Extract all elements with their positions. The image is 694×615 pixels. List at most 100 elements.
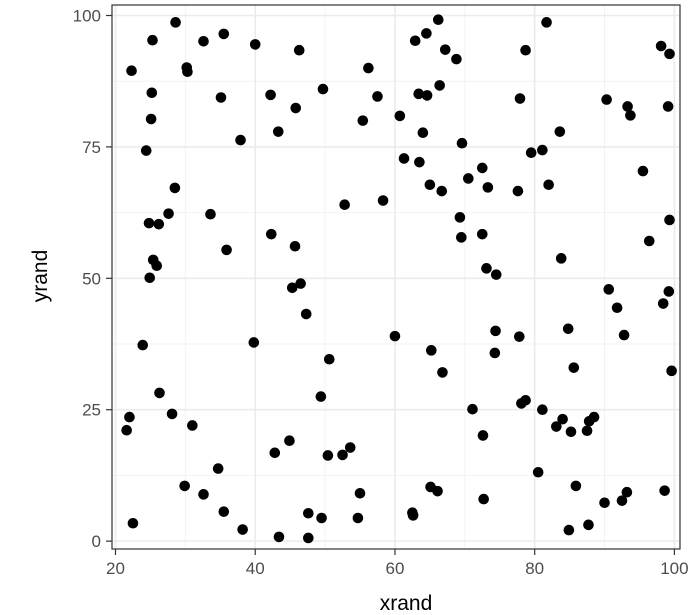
data-point [565,426,577,438]
data-point [137,339,149,351]
data-point [407,510,419,521]
data-point [525,147,537,158]
data-point [146,87,158,99]
data-point [124,411,135,423]
data-point [666,365,677,377]
x-tick-label: 60 [385,559,404,578]
y-tick-label: 25 [82,401,101,420]
data-point [476,162,488,174]
data-point [389,330,401,342]
data-point [663,286,675,297]
y-tick-label: 75 [82,138,101,157]
x-tick-label: 40 [246,559,265,578]
data-point [451,53,462,65]
data-point [664,48,675,60]
data-point [218,506,230,517]
data-point [363,62,374,74]
data-point [643,235,655,247]
panel-background [112,5,680,549]
grid-lines [112,5,680,549]
data-point [456,232,467,243]
y-tick-label: 100 [73,7,101,26]
data-point [126,65,137,77]
data-point [248,337,260,348]
data-point [664,214,675,226]
data-point [339,199,350,211]
x-tick-label: 20 [106,559,125,578]
data-point [476,228,488,240]
data-point [421,28,432,39]
data-point [290,102,302,114]
data-point [151,260,163,271]
data-point [205,208,216,220]
data-point [439,44,451,55]
data-point [463,173,474,184]
data-point [512,185,524,197]
data-point [532,466,544,478]
data-point [562,323,574,335]
data-point [583,519,594,531]
data-point [481,263,492,274]
data-point [437,367,448,378]
data-point [357,115,369,126]
data-point [432,14,444,26]
data-point [169,182,181,194]
x-tick-label: 100 [660,559,688,578]
data-point [293,44,305,56]
data-point [143,217,155,229]
data-point [514,331,525,342]
data-point [284,435,295,447]
data-point [265,228,277,240]
data-point [187,420,198,431]
data-point [163,208,174,219]
panel-border [111,4,681,550]
data-point [417,127,429,139]
data-point [454,212,466,223]
data-point [221,244,232,256]
data-point [570,480,582,492]
data-point [537,144,548,156]
x-axis-title: xrand [380,592,433,615]
data-point [568,362,580,373]
data-point [622,101,633,112]
data-point [588,411,600,423]
data-point [603,284,615,295]
data-point [323,353,335,365]
data-point [478,493,489,505]
data-point [625,110,636,121]
y-tick-label: 50 [82,269,101,288]
data-point [127,517,139,529]
data-point [467,403,478,415]
data-point [166,408,178,420]
data-point [303,532,314,544]
data-point [434,80,445,91]
data-point [249,39,261,50]
data-point [153,218,165,230]
data-point [316,512,327,524]
data-point [541,17,552,28]
data-point [317,83,329,95]
data-point [377,195,389,206]
data-point [409,35,421,47]
data-point [421,90,433,101]
data-point [265,89,276,101]
data-point [599,497,610,509]
data-point [315,391,327,402]
data-point [621,486,633,498]
data-point [490,325,501,337]
y-axis-title: yrand [29,250,52,303]
data-point [611,302,623,314]
data-point [300,308,312,320]
data-point [352,512,364,524]
x-tick-label: 80 [525,559,544,578]
data-point [144,272,156,284]
data-point [489,347,501,359]
data-point [425,345,437,356]
data-point [394,110,406,122]
data-point [295,278,306,289]
data-point [286,282,298,294]
data-point [218,28,230,40]
data-point [659,485,670,496]
data-point [398,153,410,164]
